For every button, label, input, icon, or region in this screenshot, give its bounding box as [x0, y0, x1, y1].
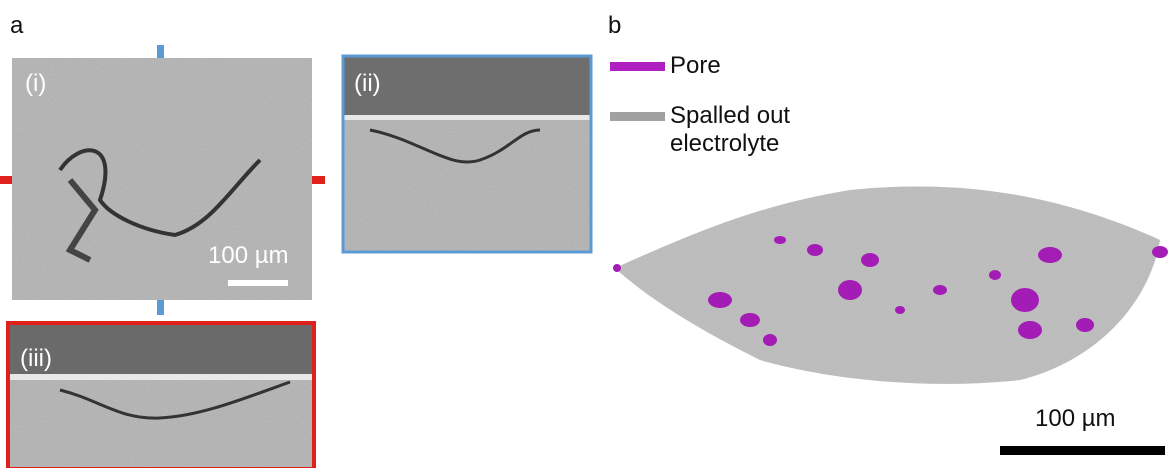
legend-swatch-pore [610, 62, 665, 71]
scale-bar-label: 100 µm [1035, 405, 1116, 432]
image-iii [6, 321, 316, 468]
panel-label: b [608, 12, 622, 39]
image-label: (i) [25, 70, 47, 97]
legend-label: Spalled out electrolyte [670, 102, 791, 157]
legend-swatch-electrolyte [610, 112, 665, 121]
image-ii [341, 54, 593, 254]
scale-bar [1000, 446, 1165, 455]
image-i [12, 58, 312, 300]
image-label: (iii) [20, 345, 52, 372]
render-3d [613, 186, 1168, 384]
scale-bar-label: 100 µm [208, 242, 289, 269]
legend-label: Pore [670, 52, 721, 79]
image-label: (ii) [354, 70, 381, 97]
panel-label: a [10, 12, 24, 39]
